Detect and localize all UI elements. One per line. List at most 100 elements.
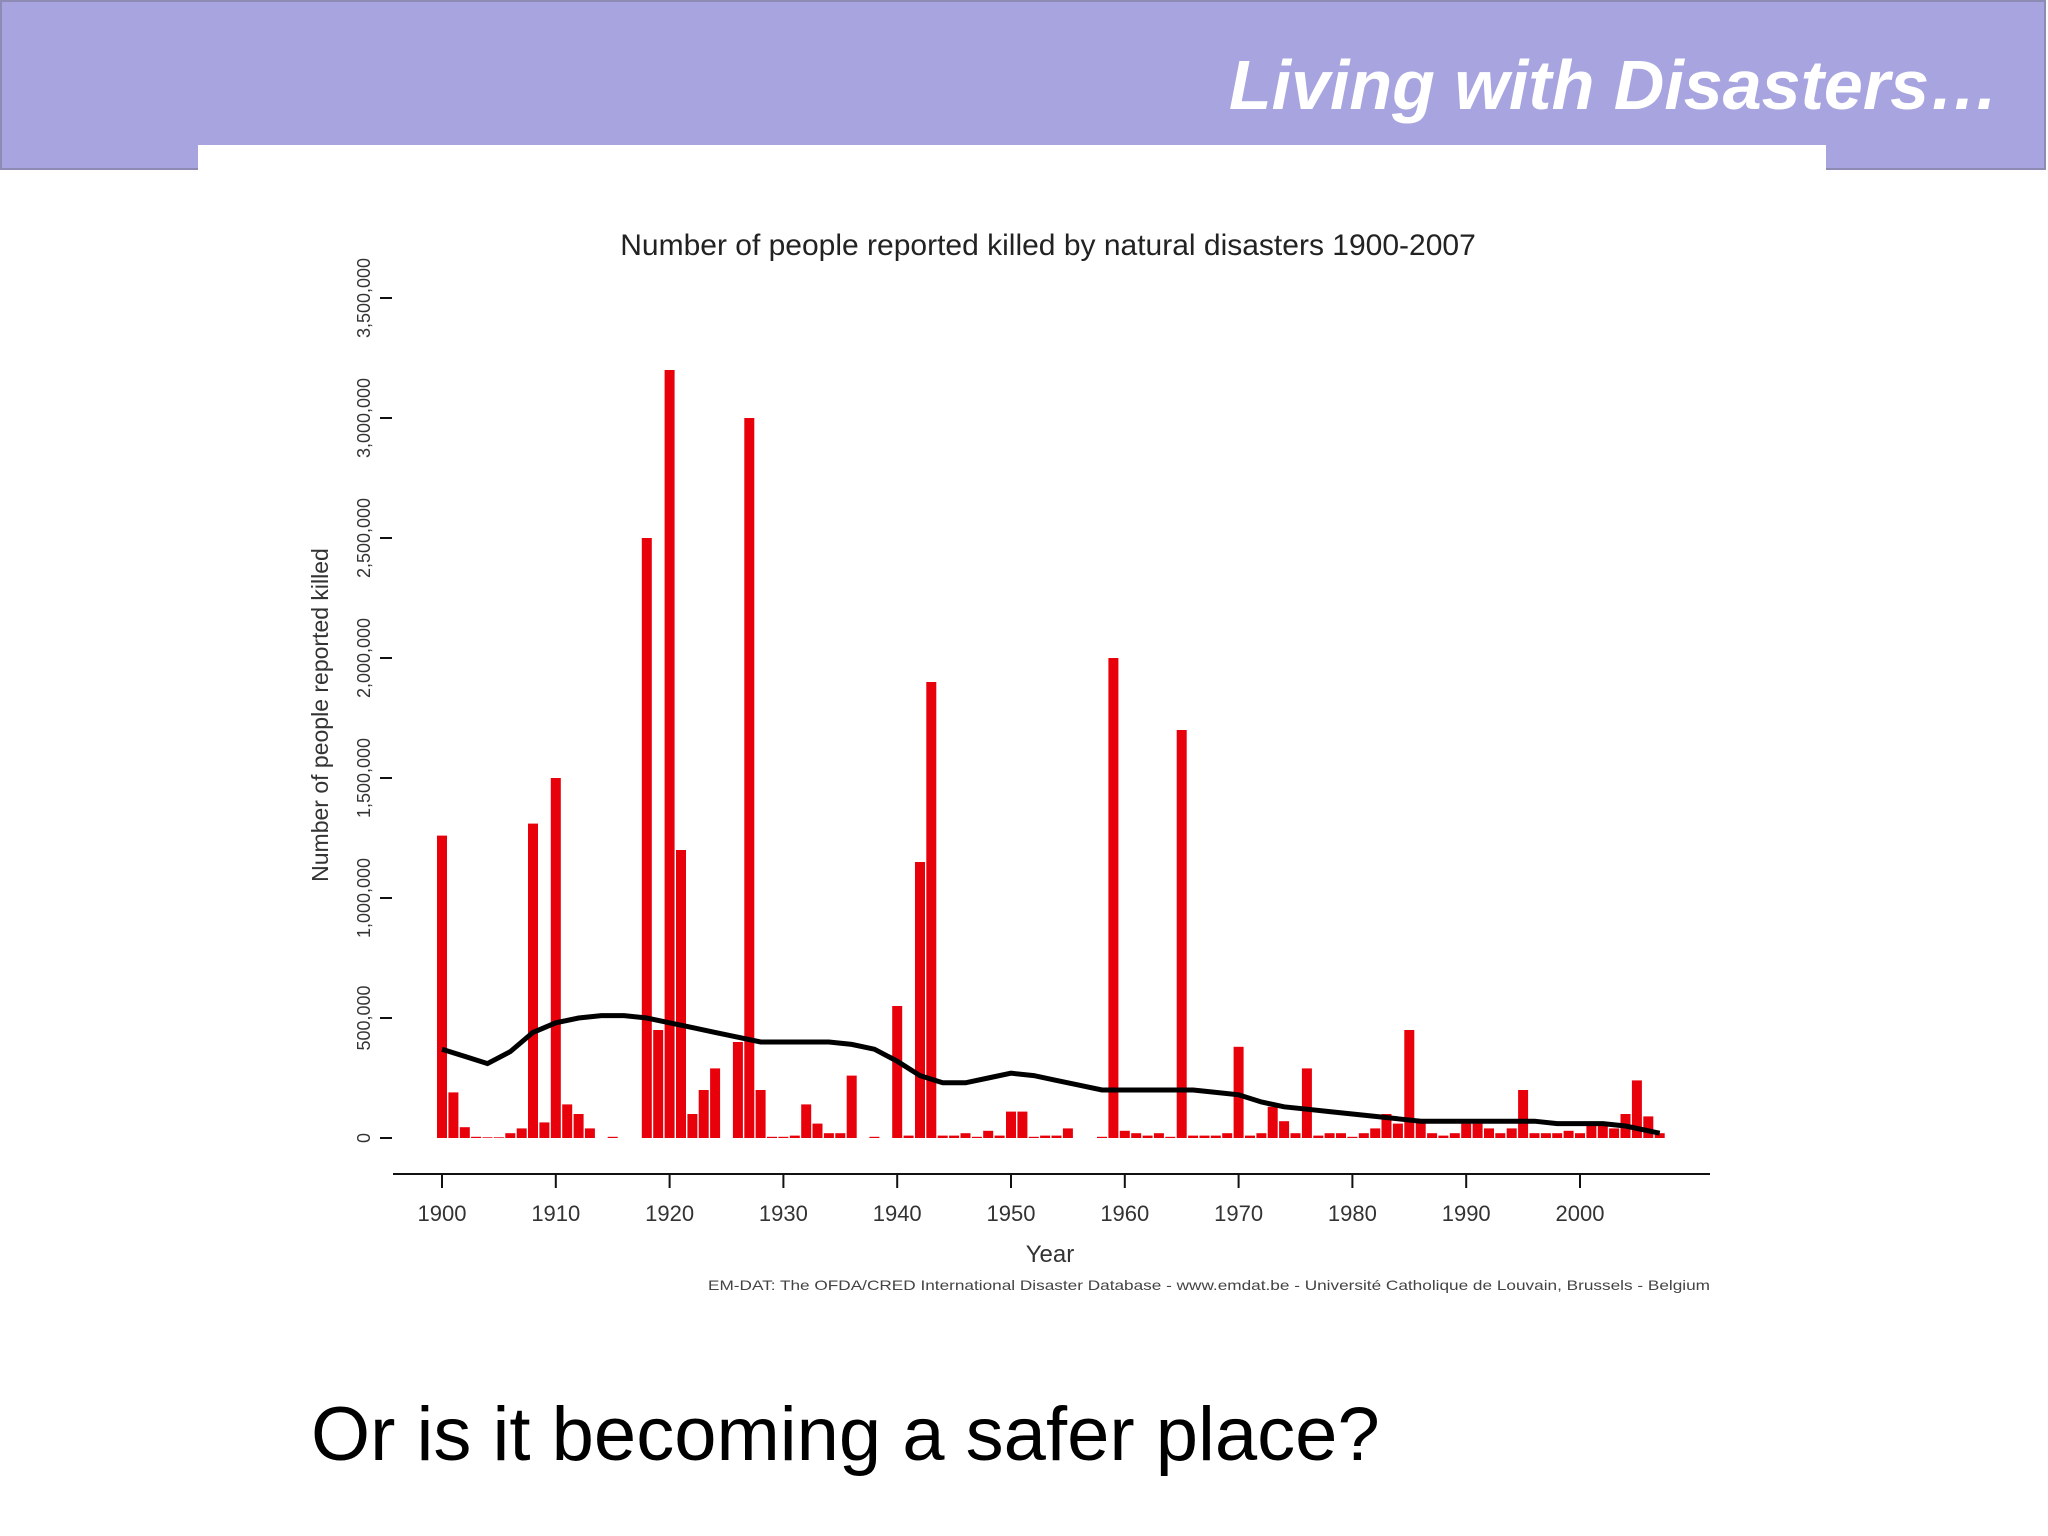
bar-1900 xyxy=(437,835,447,1138)
bar-1940 xyxy=(892,1006,903,1138)
bar-1936 xyxy=(846,1075,857,1138)
bar-1943 xyxy=(926,682,937,1138)
bar-1981 xyxy=(1358,1133,1369,1138)
bar-1968 xyxy=(1210,1135,1221,1138)
bar-2006 xyxy=(1643,1116,1654,1138)
bar-1962 xyxy=(1142,1135,1153,1138)
bar-1975 xyxy=(1290,1133,1301,1138)
y-axis-label: Number of people reported killed xyxy=(307,548,333,882)
bar-1903 xyxy=(471,1136,482,1138)
bar-1989 xyxy=(1449,1133,1460,1138)
bar-1964 xyxy=(1165,1136,1176,1138)
bar-1955 xyxy=(1062,1128,1073,1138)
bar-1986 xyxy=(1415,1121,1426,1138)
bar-1911 xyxy=(562,1104,573,1138)
bar-1949 xyxy=(994,1135,1005,1138)
slide-body-text: Or is it becoming a safer place? xyxy=(311,1392,1380,1477)
bar-1918 xyxy=(641,538,652,1138)
bar-1919 xyxy=(653,1030,664,1138)
bar-1992 xyxy=(1484,1128,1494,1138)
bar-1985 xyxy=(1404,1030,1415,1138)
bar-1984 xyxy=(1392,1123,1403,1138)
bar-1982 xyxy=(1370,1128,1381,1138)
slide-title: Living with Disasters… xyxy=(1228,46,1999,124)
bar-2002 xyxy=(1597,1126,1608,1138)
x-tick-label: 1950 xyxy=(987,1201,1036,1226)
bar-1938 xyxy=(869,1136,880,1138)
bar-1951 xyxy=(1017,1111,1028,1138)
bar-1946 xyxy=(960,1133,971,1138)
bar-1987 xyxy=(1427,1133,1438,1138)
bar-1926 xyxy=(732,1042,743,1138)
bar-1979 xyxy=(1336,1133,1346,1138)
source-note: EM-DAT: The OFDA/CRED International Disa… xyxy=(708,1277,1710,1293)
x-tick-label: 1960 xyxy=(1100,1201,1149,1226)
header-band: Living with Disasters… xyxy=(0,0,2046,170)
bar-1902 xyxy=(459,1127,470,1138)
bar-1983 xyxy=(1381,1114,1392,1138)
bar-1932 xyxy=(801,1104,812,1138)
bar-1996 xyxy=(1529,1133,1540,1138)
bar-1974 xyxy=(1279,1121,1290,1138)
bar-1945 xyxy=(949,1135,960,1138)
x-axis: 1900 1910 1920 1930 1940 1950 1960 1970 1980 1990… xyxy=(393,1173,1710,1226)
bar-1997 xyxy=(1540,1133,1551,1138)
bar-1912 xyxy=(573,1114,584,1138)
bar-1993 xyxy=(1495,1133,1506,1138)
bar-1901 xyxy=(448,1092,459,1138)
y-tick-label: 0 xyxy=(354,1133,374,1143)
bar-1991 xyxy=(1472,1123,1483,1138)
bar-1920 xyxy=(664,370,675,1138)
bar-1923 xyxy=(698,1090,709,1138)
bar-1950 xyxy=(1006,1111,1016,1138)
trend-line xyxy=(441,1013,1661,1136)
bar-1966 xyxy=(1188,1135,1199,1138)
y-tick-label: 3,000,000 xyxy=(354,378,374,458)
y-tick-label: 1,000,000 xyxy=(354,858,374,938)
bar-1959 xyxy=(1108,658,1119,1138)
bar-2000 xyxy=(1575,1133,1585,1138)
bar-1908 xyxy=(528,823,538,1138)
x-tick-label: 1900 xyxy=(418,1201,467,1226)
x-tick-label: 1910 xyxy=(531,1201,580,1226)
bar-1960 xyxy=(1119,1130,1130,1138)
bar-1905 xyxy=(493,1137,504,1138)
natural-disaster-deaths-chart: Number of people reported killed by natu… xyxy=(307,229,1710,1293)
bar-1944 xyxy=(937,1135,948,1138)
bar-1980 xyxy=(1347,1136,1358,1138)
bar-1954 xyxy=(1051,1135,1062,1138)
x-tick-label: 1940 xyxy=(873,1201,922,1226)
x-tick-label: 1970 xyxy=(1214,1201,1263,1226)
bar-1942 xyxy=(915,862,925,1138)
bar-1910 xyxy=(550,778,561,1138)
bar-1994 xyxy=(1506,1128,1517,1138)
bar-1921 xyxy=(676,850,686,1138)
bar-1990 xyxy=(1461,1123,1472,1138)
x-tick-label: 1990 xyxy=(1442,1201,1491,1226)
bar-1963 xyxy=(1153,1133,1164,1138)
bar-1931 xyxy=(789,1135,800,1138)
bar-1977 xyxy=(1313,1135,1324,1138)
bar-2001 xyxy=(1586,1123,1597,1138)
bar-1971 xyxy=(1245,1135,1255,1138)
bar-1927 xyxy=(744,418,755,1138)
bar-1947 xyxy=(971,1136,982,1138)
bar-1965 xyxy=(1176,730,1187,1138)
bar-1913 xyxy=(584,1128,595,1138)
bar-1930 xyxy=(778,1136,789,1138)
bar-1935 xyxy=(835,1133,846,1138)
x-tick-label: 2000 xyxy=(1556,1201,1605,1226)
x-axis-label: Year xyxy=(1026,1241,1075,1268)
bar-1907 xyxy=(516,1128,527,1138)
y-tick-label: 2,500,000 xyxy=(354,498,374,578)
bar-1978 xyxy=(1324,1133,1335,1138)
bar-1922 xyxy=(687,1114,698,1138)
bar-1995 xyxy=(1518,1090,1529,1138)
y-axis: 0 500,000 1,000,000 1,500,000 2,000,000 2,500… xyxy=(354,258,392,1143)
bar-1972 xyxy=(1256,1133,1267,1138)
bar-1952 xyxy=(1028,1136,1039,1138)
bar-1904 xyxy=(482,1137,493,1138)
bar-1973 xyxy=(1267,1106,1278,1138)
bar-1999 xyxy=(1563,1130,1574,1138)
bar-1967 xyxy=(1199,1135,1210,1138)
